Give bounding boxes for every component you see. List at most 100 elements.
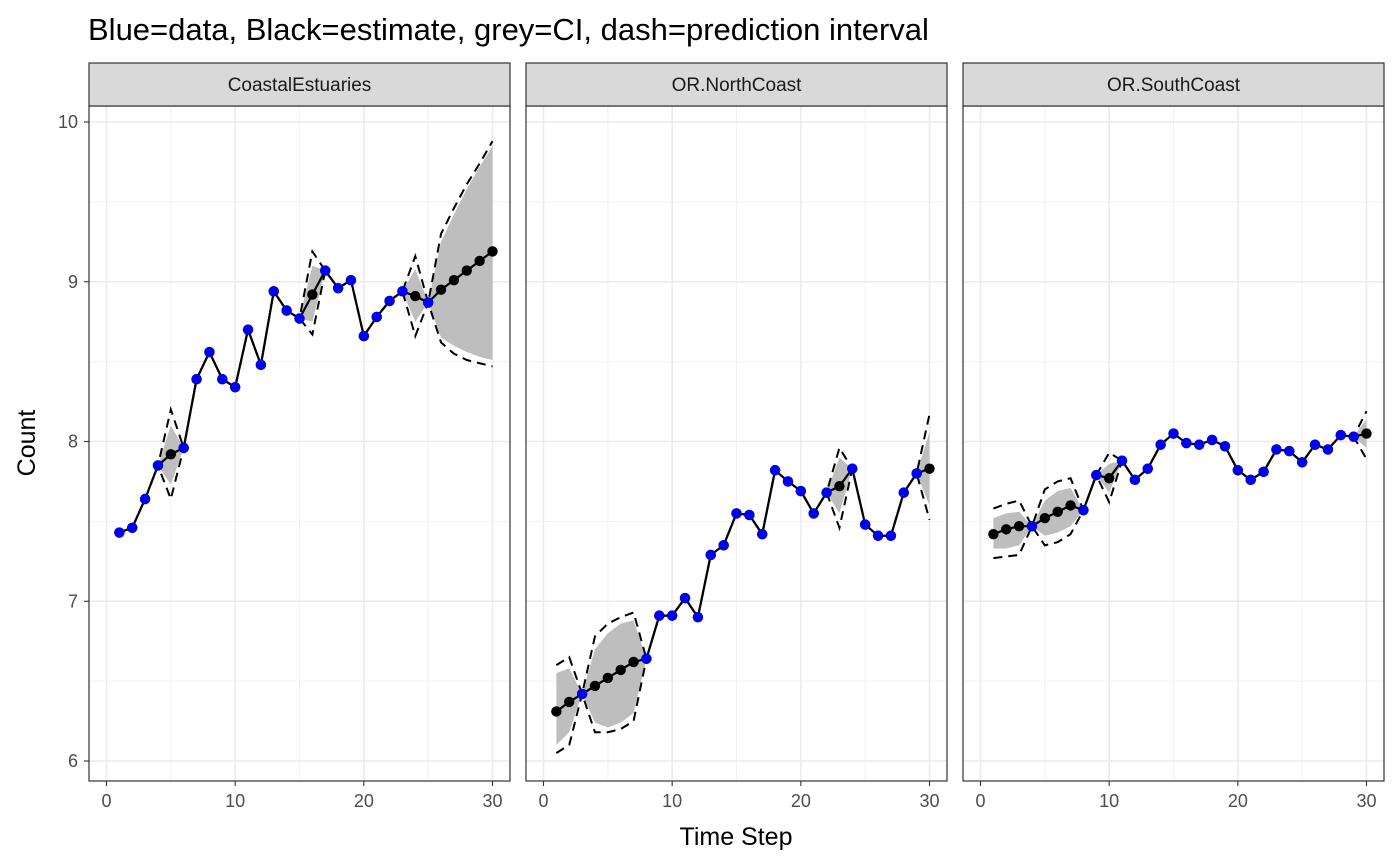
data-point <box>1232 465 1244 476</box>
data-point <box>139 493 151 505</box>
estimate-point <box>551 706 562 717</box>
chart-title: Blue=data, Black=estimate, grey=CI, dash… <box>88 12 929 47</box>
x-tick-label: 20 <box>1228 791 1248 811</box>
data-point <box>576 688 588 700</box>
facet-strip-label: OR.NorthCoast <box>672 75 803 96</box>
data-point <box>1168 428 1179 439</box>
data-point <box>1271 444 1282 455</box>
facet-strip-label: CoastalEstuaries <box>228 75 372 96</box>
data-point <box>281 305 292 316</box>
data-point <box>705 549 716 561</box>
data-point <box>242 324 254 335</box>
data-point <box>1026 520 1038 532</box>
data-point <box>320 265 331 276</box>
x-axis-title: Time Step <box>679 823 792 851</box>
y-tick-label: 8 <box>68 432 78 452</box>
data-point <box>268 286 279 297</box>
data-point <box>1181 437 1192 449</box>
facet-strip <box>962 62 1385 107</box>
data-point <box>718 540 729 551</box>
facet-panel-coastalestuaries: CoastalEstuaries 0 10 20 30 <box>88 62 511 811</box>
estimate-point <box>1001 524 1012 535</box>
estimate-point <box>474 255 485 267</box>
data-point <box>898 487 909 498</box>
data-point <box>152 460 164 471</box>
y-axis-title: Count <box>13 410 41 477</box>
data-point <box>114 527 125 538</box>
estimate-point <box>1361 428 1372 439</box>
data-point <box>397 286 408 297</box>
data-point <box>1129 474 1141 486</box>
data-point <box>795 485 807 497</box>
data-point <box>1155 439 1166 450</box>
data-point <box>422 297 434 308</box>
estimate-point <box>307 289 318 300</box>
x-tick-label: 20 <box>791 791 811 811</box>
data-point <box>191 373 202 385</box>
x-tick-label: 30 <box>1356 791 1376 811</box>
x-tick-label: 10 <box>225 791 245 811</box>
data-point <box>757 528 768 540</box>
estimate-point <box>448 274 460 286</box>
data-point <box>821 487 832 498</box>
data-point <box>345 274 357 286</box>
y-tick-label: 9 <box>68 272 78 292</box>
data-point <box>332 282 344 294</box>
data-point <box>872 530 884 541</box>
data-point <box>808 508 819 519</box>
estimate-point <box>487 246 498 257</box>
data-point <box>229 381 241 393</box>
x-tick-label: 0 <box>538 791 548 811</box>
data-point <box>1296 457 1308 468</box>
data-point <box>782 476 794 487</box>
facet-panel-or-southcoast: OR.SouthCoast 0 10 20 30 <box>962 62 1385 811</box>
data-point <box>255 359 267 371</box>
estimate-point <box>834 481 845 492</box>
data-point <box>1194 439 1205 450</box>
data-point <box>1258 466 1269 478</box>
estimate-point <box>1039 512 1051 524</box>
data-point <box>1206 434 1218 446</box>
data-point <box>1142 463 1153 474</box>
estimate-point <box>165 449 177 460</box>
estimate-point <box>461 265 472 276</box>
data-point <box>692 612 704 623</box>
data-point <box>641 653 652 664</box>
facet-strip <box>88 62 511 107</box>
data-point <box>769 465 781 476</box>
data-point <box>358 330 370 342</box>
x-tick-label: 30 <box>482 791 502 811</box>
data-point <box>744 509 755 521</box>
data-point <box>294 313 305 324</box>
x-tick-label: 0 <box>101 791 111 811</box>
x-tick-label: 30 <box>919 791 939 811</box>
data-point <box>679 592 691 604</box>
estimate-point <box>435 284 447 295</box>
data-point <box>371 311 382 323</box>
facet-panel-or-northcoast: OR.NorthCoast 0 10 20 30 <box>525 62 948 811</box>
ci-ribbon <box>556 431 930 746</box>
data-point <box>1116 455 1128 466</box>
y-tick-label: 10 <box>58 112 78 132</box>
prediction-interval-upper-line <box>119 140 494 534</box>
estimate-point <box>589 680 601 692</box>
data-point <box>731 508 742 519</box>
x-tick-label: 10 <box>662 791 682 811</box>
estimate-point <box>564 696 575 708</box>
x-tick-label: 0 <box>975 791 985 811</box>
y-tick-label: 6 <box>68 751 78 771</box>
data-point <box>1219 441 1231 452</box>
data-point <box>204 346 215 358</box>
data-point <box>1284 445 1295 457</box>
data-point <box>384 295 395 307</box>
estimate-point <box>615 664 626 676</box>
data-point <box>654 610 665 621</box>
data-point <box>217 373 228 385</box>
estimate-point <box>1052 506 1063 517</box>
data-point <box>859 519 871 530</box>
prediction-interval-lower-line <box>993 432 1368 560</box>
estimate-point <box>628 656 639 668</box>
estimate-point <box>602 672 614 684</box>
